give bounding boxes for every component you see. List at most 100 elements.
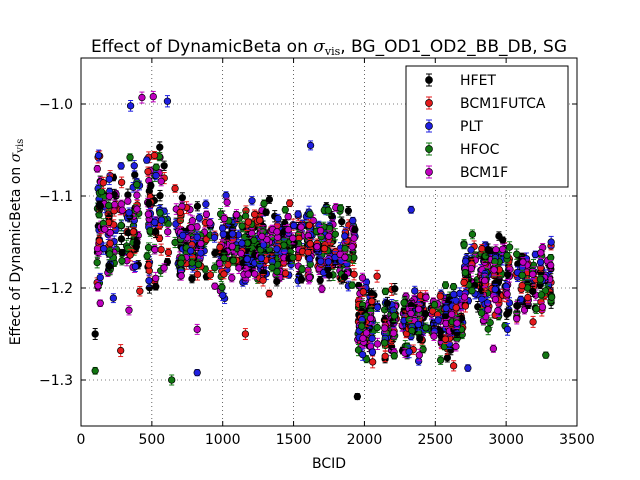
data-point	[202, 200, 210, 208]
data-point	[359, 334, 367, 342]
data-point	[130, 162, 138, 170]
data-point	[133, 180, 141, 189]
data-point	[147, 181, 155, 190]
data-point	[405, 348, 413, 356]
data-point	[106, 239, 114, 248]
data-point	[118, 249, 126, 257]
data-point	[436, 292, 444, 300]
data-point	[369, 358, 377, 366]
data-point	[434, 316, 442, 324]
data-point	[150, 151, 159, 160]
data-point	[383, 299, 392, 307]
data-point	[126, 251, 134, 259]
data-point	[99, 179, 107, 187]
data-point	[304, 232, 312, 240]
data-point	[368, 297, 376, 305]
data-point	[340, 273, 349, 281]
data-point	[93, 165, 101, 173]
data-point	[430, 301, 439, 309]
data-point	[105, 175, 113, 183]
data-point	[390, 312, 398, 320]
data-point	[109, 294, 118, 302]
data-point	[232, 211, 241, 219]
data-point	[407, 309, 415, 318]
data-point	[193, 202, 202, 210]
data-point	[117, 235, 126, 243]
data-point	[171, 184, 179, 193]
data-point	[151, 246, 159, 254]
data-point	[145, 276, 153, 285]
data-point	[244, 270, 252, 278]
data-point	[95, 237, 103, 245]
data-point	[349, 217, 357, 225]
data-point	[220, 270, 228, 278]
data-point	[105, 192, 114, 200]
data-point	[408, 326, 416, 335]
data-point	[131, 171, 139, 179]
data-point	[324, 265, 332, 273]
data-point	[273, 228, 281, 236]
data-point	[124, 197, 132, 205]
data-point	[289, 234, 297, 242]
data-point	[250, 210, 259, 219]
data-point	[124, 191, 132, 199]
data-point	[206, 271, 215, 279]
data-point	[105, 201, 113, 210]
data-point	[125, 208, 133, 217]
data-point	[281, 269, 290, 277]
data-point	[265, 289, 273, 298]
data-point	[421, 310, 429, 318]
data-point	[195, 214, 204, 222]
data-point	[216, 243, 224, 252]
data-point	[164, 228, 172, 236]
data-point	[94, 282, 102, 290]
data-point	[143, 252, 151, 260]
data-point	[448, 310, 456, 319]
data-point	[117, 162, 125, 170]
data-point	[400, 299, 408, 307]
data-point	[265, 195, 274, 204]
data-point	[281, 206, 289, 214]
data-point	[157, 245, 165, 254]
data-point	[381, 352, 389, 360]
data-point	[359, 288, 367, 296]
data-point	[126, 153, 134, 161]
data-point	[442, 304, 450, 312]
data-point	[188, 241, 196, 249]
data-point	[306, 210, 314, 218]
data-point	[93, 258, 101, 267]
data-point	[155, 234, 164, 242]
data-point	[117, 221, 125, 230]
data-point	[430, 332, 438, 340]
data-point	[273, 268, 281, 276]
data-point	[305, 221, 313, 229]
data-point	[359, 350, 367, 359]
data-point	[381, 339, 389, 347]
data-point	[178, 194, 186, 202]
data-point	[125, 306, 133, 314]
data-point	[358, 322, 366, 330]
data-point	[129, 228, 138, 236]
data-point	[193, 233, 201, 241]
data-point	[449, 283, 458, 291]
data-point	[132, 242, 140, 251]
data-point	[131, 262, 140, 271]
data-point	[259, 241, 268, 249]
data-point	[262, 208, 270, 216]
data-point	[318, 285, 326, 293]
data-point	[219, 291, 227, 299]
data-point	[390, 352, 398, 360]
data-point	[324, 206, 332, 214]
data-point	[350, 234, 358, 242]
data-point	[449, 362, 458, 370]
data-point	[341, 232, 349, 240]
data-point	[145, 199, 153, 208]
data-point	[273, 245, 281, 253]
data-point	[176, 208, 184, 217]
data-point	[331, 230, 339, 238]
data-point	[341, 244, 349, 253]
data-point	[187, 223, 195, 232]
data-point	[306, 255, 314, 263]
data-point	[160, 162, 168, 170]
data-point	[97, 188, 106, 196]
